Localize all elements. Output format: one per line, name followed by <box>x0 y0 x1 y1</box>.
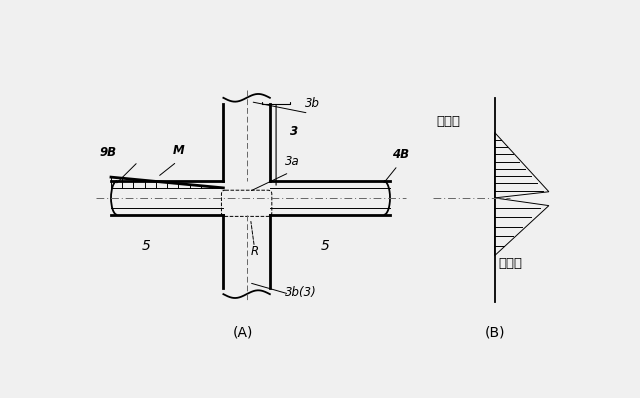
Text: M: M <box>173 144 185 157</box>
Text: (B): (B) <box>484 326 505 339</box>
Text: 3b: 3b <box>305 97 320 110</box>
Text: 9B: 9B <box>99 146 116 159</box>
Text: 引張力: 引張力 <box>436 115 461 128</box>
Text: 5: 5 <box>142 238 151 252</box>
Text: 3: 3 <box>290 125 298 138</box>
Text: 3b(3): 3b(3) <box>285 286 317 299</box>
Text: 圧縮力: 圧縮力 <box>499 257 522 270</box>
Text: 5: 5 <box>320 238 329 252</box>
Text: 3a: 3a <box>285 155 300 168</box>
Text: 4B: 4B <box>392 148 409 161</box>
Text: R: R <box>250 245 259 258</box>
Text: (A): (A) <box>232 326 253 339</box>
